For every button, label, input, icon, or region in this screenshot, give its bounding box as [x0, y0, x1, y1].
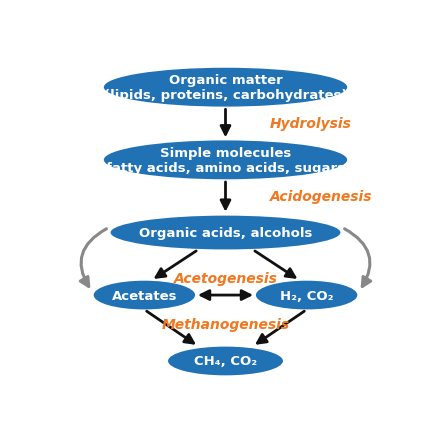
Text: Methanogenesis: Methanogenesis — [161, 317, 290, 331]
Text: Acidogenesis: Acidogenesis — [269, 190, 372, 204]
Ellipse shape — [110, 216, 341, 250]
Text: Hydrolysis: Hydrolysis — [269, 117, 351, 131]
FancyArrowPatch shape — [81, 229, 106, 287]
Text: Simple molecules
(fatty acids, amino acids, sugars): Simple molecules (fatty acids, amino aci… — [100, 146, 351, 175]
Ellipse shape — [256, 281, 357, 310]
Text: Organic acids, alcohols: Organic acids, alcohols — [139, 226, 312, 240]
Text: Acetogenesis: Acetogenesis — [173, 272, 278, 286]
Ellipse shape — [104, 141, 347, 180]
FancyArrowPatch shape — [345, 229, 370, 287]
Text: Organic matter
(lipids, proteins, carbohydrates): Organic matter (lipids, proteins, carboh… — [104, 74, 347, 102]
Ellipse shape — [168, 347, 283, 375]
Ellipse shape — [94, 281, 195, 310]
Text: Acetates: Acetates — [112, 289, 177, 302]
Text: CH₄, CO₂: CH₄, CO₂ — [194, 355, 257, 367]
Text: H₂, CO₂: H₂, CO₂ — [280, 289, 334, 302]
Ellipse shape — [104, 69, 347, 107]
